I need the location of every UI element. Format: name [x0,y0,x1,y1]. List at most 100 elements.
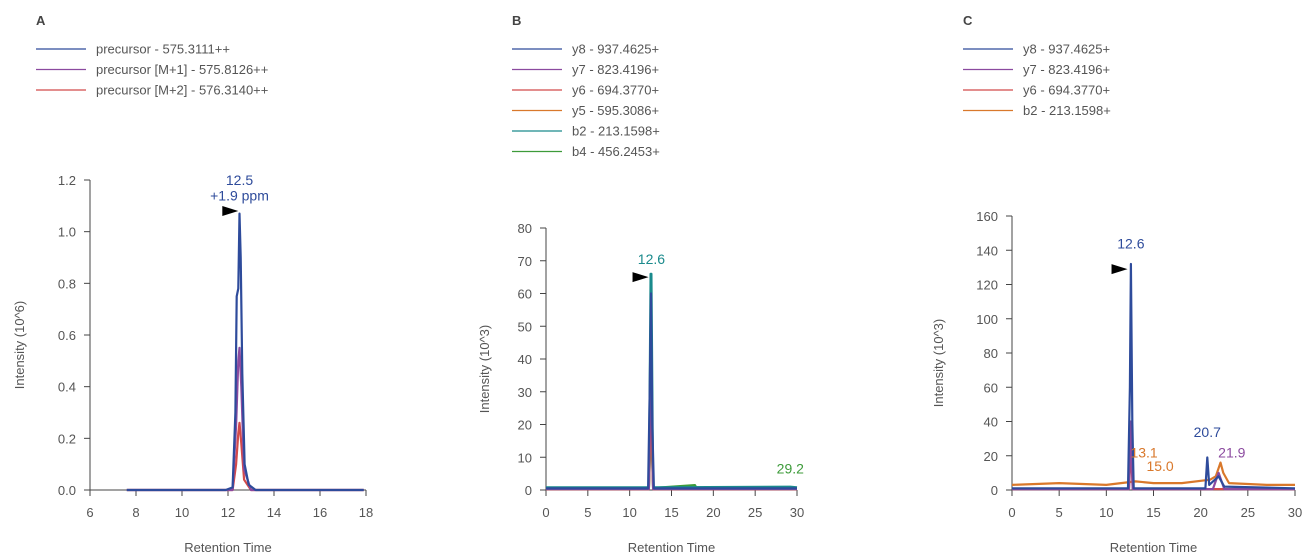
y-tick-label: 40 [984,415,998,430]
x-tick-label: 16 [313,505,327,520]
x-tick-label: 25 [1241,505,1255,520]
data-label: 12.5 [226,172,253,188]
x-tick-label: 8 [132,505,139,520]
legend-entry: precursor [M+2] - 576.3140++ [96,83,268,98]
y-tick-label: 80 [518,221,532,236]
axes: 0 5 10 15 20 25 30 0 20 40 60 80 100 120 140 160 [976,209,1302,520]
data-label: 20.7 [1194,424,1221,440]
panel-letter: B [512,13,521,28]
x-tick-label: 30 [790,505,804,520]
series-line [1012,262,1296,490]
data-label: 13.1 [1130,444,1157,460]
x-tick-label: 20 [1193,505,1207,520]
y-tick-label: 0 [525,483,532,498]
series-line [546,423,797,490]
legend: y8 - 937.4625+ y7 - 823.4196+ y6 - 694.377… [963,42,1111,118]
x-axis-label: Retention Time [628,540,715,555]
data-label: 21.9 [1218,444,1245,460]
peak-marker [632,272,649,283]
x-tick-label: 20 [706,505,720,520]
y-tick-label: 120 [976,278,998,293]
y-tick-label: 0 [991,483,998,498]
x-tick-label: 14 [267,505,281,520]
x-axis-label: Retention Time [1110,540,1197,555]
y-tick-label: 40 [518,352,532,367]
y-tick-label: 60 [984,380,998,395]
legend-entry: b4 - 456.2453+ [572,144,660,159]
x-tick-label: 10 [622,505,636,520]
data-label: 12.6 [1117,236,1144,252]
x-tick-label: 10 [175,505,189,520]
peak-marker [1111,264,1128,275]
x-tick-label: 10 [1099,505,1113,520]
y-tick-label: 10 [518,450,532,465]
legend: y8 - 937.4625+ y7 - 823.4196+ y6 - 694.377… [512,42,660,159]
y-tick-label: 0.0 [58,483,76,498]
legend-entry: y8 - 937.4625+ [572,42,659,57]
y-axis-label: Intensity (10^3) [477,325,492,413]
x-tick-label: 5 [1056,505,1063,520]
chart-panel-b: By8 - 937.4625+ y7 - 823.4196+ y6 - 694.37… [477,13,804,555]
y-tick-label: 100 [976,312,998,327]
x-axis-label: Retention Time [184,540,271,555]
y-tick-label: 140 [976,243,998,258]
data-label: 29.2 [777,461,804,477]
y-tick-label: 30 [518,385,532,400]
legend-entry: precursor - 575.3111++ [96,42,230,57]
legend-entry: y6 - 694.3770+ [1023,83,1110,98]
series-group [1011,262,1296,491]
x-tick-label: 0 [542,505,549,520]
y-tick-label: 160 [976,209,998,224]
x-tick-label: 25 [748,505,762,520]
x-tick-label: 30 [1288,505,1302,520]
axes: 0 5 10 15 20 25 30 0 10 20 30 40 50 60 70 80 [518,221,805,520]
series-line [546,374,797,491]
legend: precursor - 575.3111++ precursor [M+1] - … [36,42,268,98]
series-line [126,212,364,492]
legend-entry: y8 - 937.4625+ [1023,42,1110,57]
panel-letter: C [963,13,973,28]
series-line [546,341,797,491]
x-tick-label: 15 [664,505,678,520]
y-tick-label: 60 [518,287,532,302]
x-tick-label: 18 [359,505,373,520]
legend-entry: b2 - 213.1598+ [1023,103,1111,118]
y-tick-label: 0.4 [58,380,76,395]
y-axis-label: Intensity (10^6) [12,301,27,389]
data-label: 12.6 [638,251,665,267]
series-group [126,212,364,492]
series-line [1011,461,1295,486]
series-line [546,292,797,490]
y-axis-label: Intensity (10^3) [931,319,946,407]
y-tick-label: 0.2 [58,431,76,446]
legend-entry: y7 - 823.4196+ [1023,62,1110,77]
y-tick-label: 20 [984,449,998,464]
legend-entry: b2 - 213.1598+ [572,124,660,139]
axes: 6 8 10 12 14 16 18 0.0 0.2 0.4 0.6 0.8 1.0 1.2 [58,173,373,520]
y-tick-label: 1.2 [58,173,76,188]
legend-entry: precursor [M+1] - 575.8126++ [96,62,268,77]
peak-marker [222,206,239,216]
series-line [546,407,797,490]
x-tick-label: 0 [1008,505,1015,520]
x-tick-label: 5 [584,505,591,520]
x-tick-label: 12 [221,505,235,520]
legend-entry: y7 - 823.4196+ [572,62,659,77]
y-tick-label: 0.8 [58,276,76,291]
y-tick-label: 0.6 [58,328,76,343]
series-line [546,272,798,489]
y-tick-label: 80 [984,346,998,361]
legend-entry: y5 - 595.3086+ [572,103,659,118]
panel-letter: A [36,13,46,28]
x-tick-label: 15 [1146,505,1160,520]
data-label: +1.9 ppm [210,188,269,204]
series-group [546,272,798,491]
data-label: 15.0 [1146,458,1173,474]
y-tick-label: 70 [518,254,532,269]
legend-entry: y6 - 694.3770+ [572,83,659,98]
y-tick-label: 1.0 [58,225,76,240]
y-tick-label: 50 [518,319,532,334]
chart-panel-c: Cy8 - 937.4625+ y7 - 823.4196+ y6 - 694.37… [931,13,1302,555]
